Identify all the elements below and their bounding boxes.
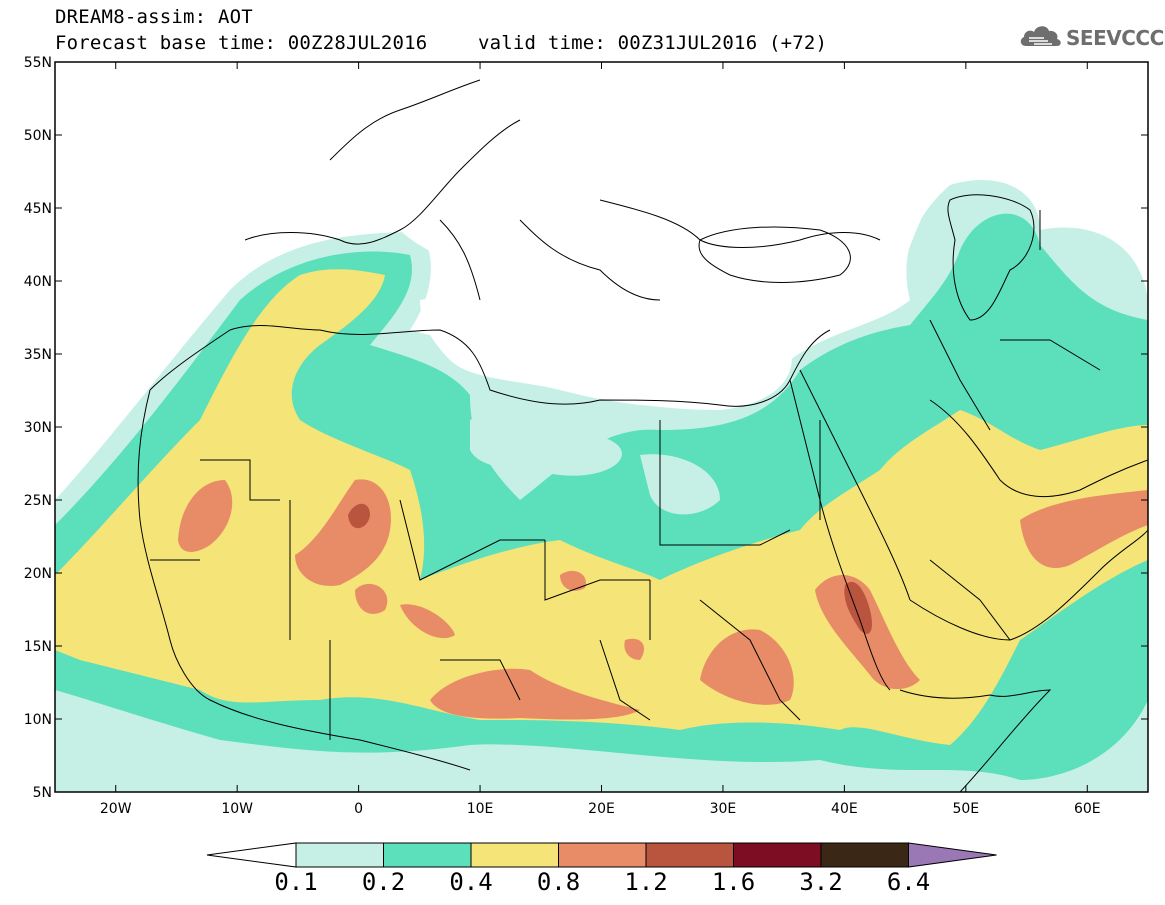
colorbar-label: 1.2 xyxy=(624,868,668,896)
aot-region-0.8 xyxy=(430,668,640,720)
aot-region-0.8 xyxy=(624,638,645,660)
colorbar-label: 6.4 xyxy=(886,868,931,896)
aot-region-1.2 xyxy=(844,581,872,634)
lat-label: 40N xyxy=(24,274,52,290)
product-title: DREAM8-assim: AOT xyxy=(55,6,253,28)
aot-region-0.8 xyxy=(355,583,388,614)
lon-label: 20E xyxy=(588,801,615,817)
coastline-africa-west xyxy=(137,389,471,771)
lon-label: 60E xyxy=(1074,801,1101,817)
aot-region-0.8 xyxy=(1020,490,1148,568)
lat-label: 25N xyxy=(24,493,52,509)
colorbar-label: 0.2 xyxy=(361,868,406,896)
aot-region-0.8 xyxy=(700,629,794,705)
seevccc-logo: SEEVCCC xyxy=(1018,20,1164,56)
lon-label: 40E xyxy=(831,801,858,817)
horn-africa-coast xyxy=(899,689,1052,792)
lat-label: 50N xyxy=(24,128,52,144)
latitude-axis: 55N 50N 45N 40N 35N 30N 25N 20N 15N 10N 5N xyxy=(24,55,1148,801)
aot-region-low xyxy=(470,413,622,476)
colorbar-label: 1.6 xyxy=(711,868,756,896)
lat-label: 5N xyxy=(33,785,52,801)
logo-text: SEEVCCC xyxy=(1066,26,1164,50)
colorbar-label: 0.4 xyxy=(449,868,493,896)
lat-label: 20N xyxy=(24,566,52,582)
lon-label: 20W xyxy=(100,801,132,817)
colorbar-label: 0.8 xyxy=(536,868,581,896)
cloud-icon xyxy=(1020,26,1061,46)
lon-label: 50E xyxy=(952,801,979,817)
colorbar-label: 3.2 xyxy=(799,868,843,896)
aot-region-0.8 xyxy=(400,604,455,639)
valid-time: valid time: 00Z31JUL2016 (+72) xyxy=(478,32,828,54)
lat-label: 15N xyxy=(24,639,52,655)
lat-label: 55N xyxy=(24,55,52,71)
aot-map: 55N 50N 45N 40N 35N 30N 25N 20N 15N 10N 5N 20W 10W 0… xyxy=(24,55,1149,817)
lat-label: 30N xyxy=(24,420,52,436)
caspian-coast xyxy=(947,194,1035,321)
arabia-coast xyxy=(909,399,1148,641)
lat-label: 45N xyxy=(24,201,52,217)
lon-label: 0 xyxy=(354,801,363,817)
lat-label: 10N xyxy=(24,712,52,728)
black-sea-coast xyxy=(698,226,851,283)
lon-label: 10W xyxy=(221,801,253,817)
coastline-africa-north xyxy=(149,325,831,407)
borders xyxy=(150,210,1101,740)
coastline-europe xyxy=(244,79,881,301)
aot-region-0.8 xyxy=(560,570,586,591)
lat-label: 35N xyxy=(24,347,52,363)
forecast-base-time: Forecast base time: 00Z28JUL2016 xyxy=(55,32,428,54)
lon-label: 30E xyxy=(710,801,737,817)
longitude-axis: 20W 10W 0 10E 20E 30E 40E 50E 60E xyxy=(100,62,1101,817)
colorbar-label: 0.1 xyxy=(274,868,318,896)
mediterranean-clear xyxy=(420,296,792,410)
aot-region-1.2 xyxy=(348,503,370,529)
aot-region-0.8 xyxy=(178,480,233,552)
lon-label: 10E xyxy=(467,801,494,817)
red-sea-coast xyxy=(789,369,911,691)
